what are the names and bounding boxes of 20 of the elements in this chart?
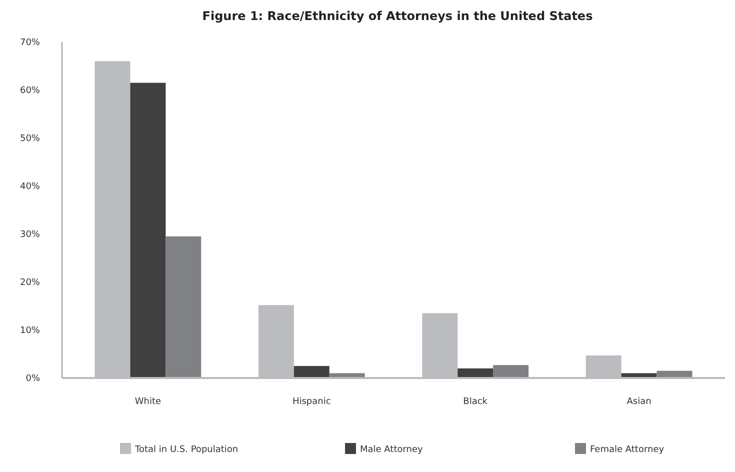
y-tick-label: 10% — [20, 326, 40, 336]
bar — [294, 366, 330, 378]
bar — [130, 82, 166, 378]
x-tick-label: Asian — [626, 397, 652, 407]
legend-label: Female Attorney — [590, 445, 665, 455]
x-tick-label: Hispanic — [292, 397, 331, 407]
y-tick-label: 30% — [20, 230, 40, 240]
y-tick-label: 60% — [20, 86, 40, 96]
bar — [166, 236, 202, 378]
chart-title: Figure 1: Race/Ethnicity of Attorneys in the United States — [202, 9, 593, 23]
x-tick-label: White — [134, 397, 162, 407]
x-tick-label: Black — [463, 397, 488, 407]
legend-label: Male Attorney — [360, 445, 424, 455]
legend-label: Total in U.S. Population — [134, 445, 238, 455]
y-tick-label: 0% — [26, 374, 40, 384]
y-tick-label: 20% — [20, 278, 40, 288]
y-tick-label: 50% — [20, 134, 40, 144]
y-tick-label: 40% — [20, 182, 40, 192]
y-tick-label: 70% — [20, 38, 40, 48]
bar — [493, 365, 529, 378]
